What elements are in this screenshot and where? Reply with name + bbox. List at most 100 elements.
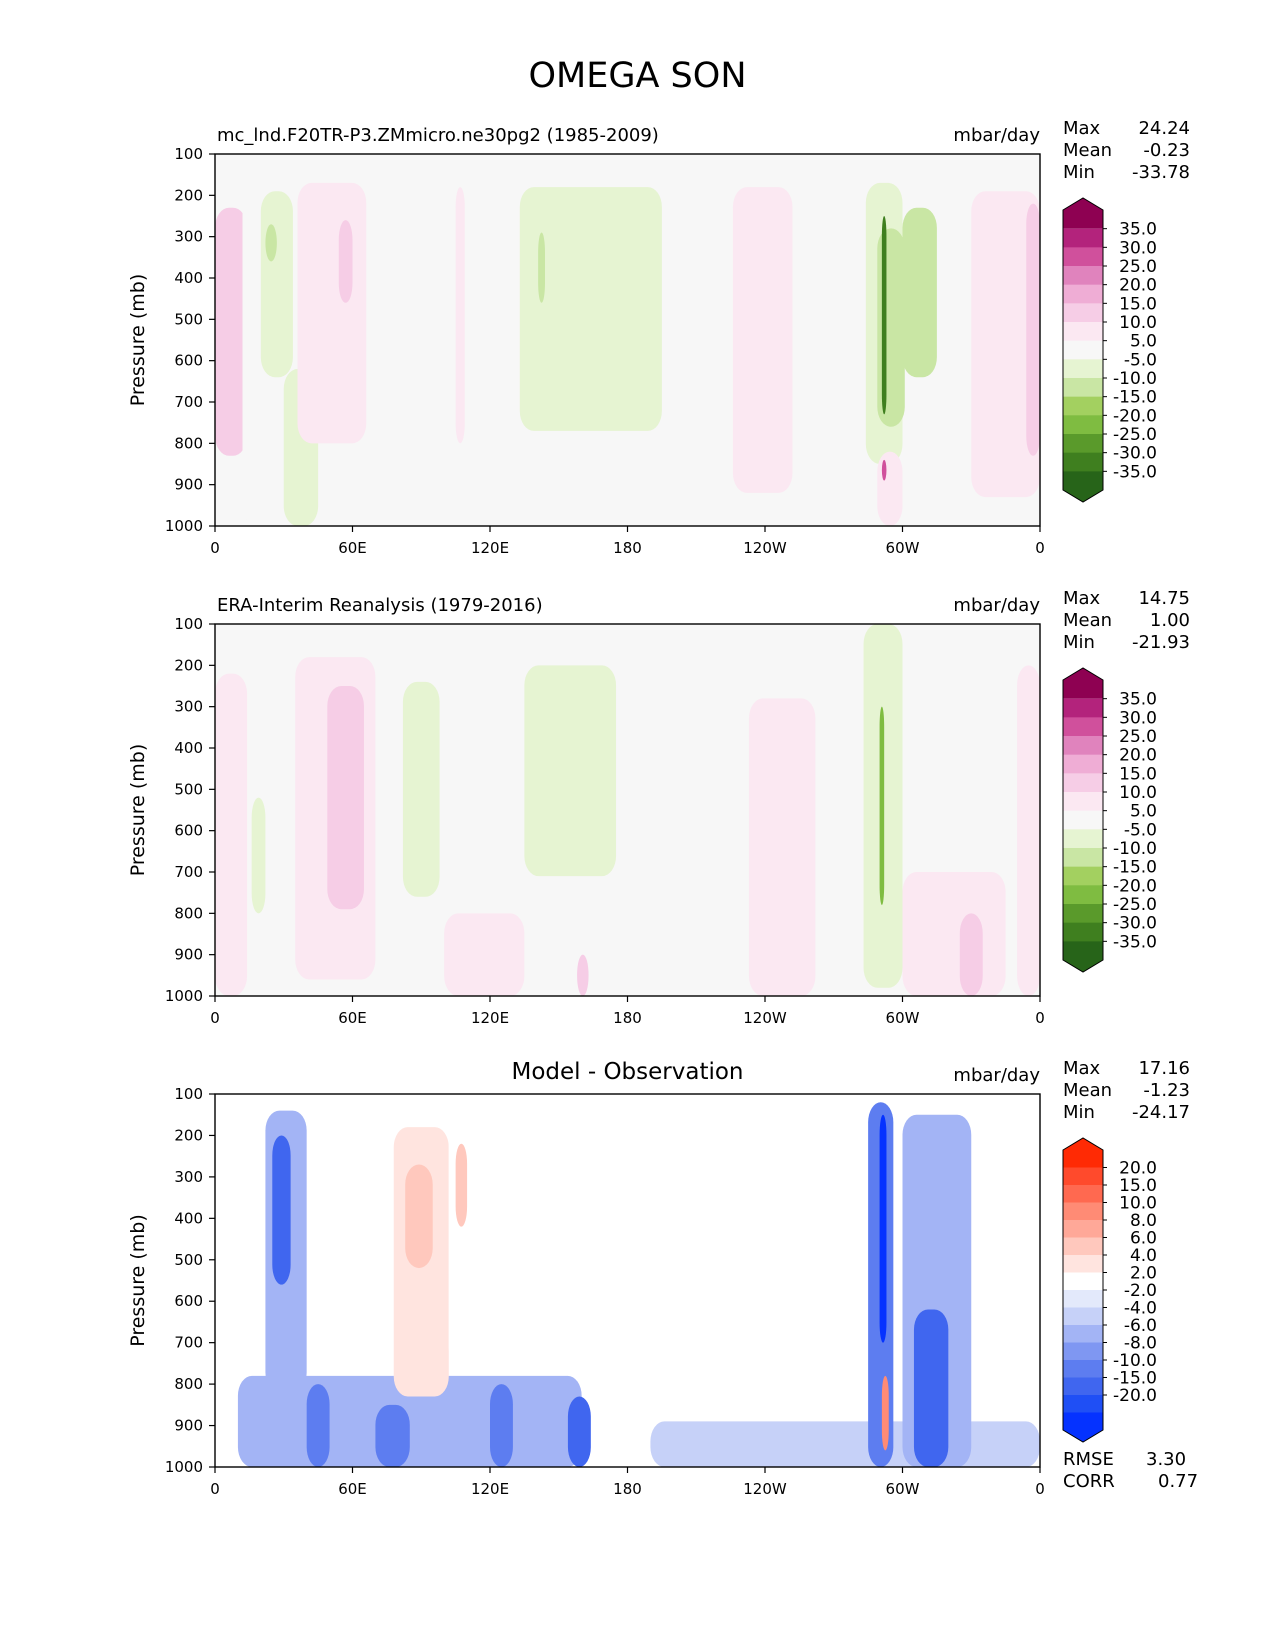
colorbar-segment [1063,1185,1103,1203]
x-tick-label: 180 [613,1480,642,1498]
y-axis-label: Pressure (mb) [127,274,149,407]
colorbar-extend-min [1063,1412,1103,1442]
contour-region [902,207,937,378]
colorbar-tick-label: -6.0 [1124,1316,1157,1336]
colorbar-segment [1063,266,1103,286]
stat-value: -1.23 [1143,1080,1190,1101]
y-tick-label: 100 [174,615,203,633]
contour-fill [215,1102,1040,1467]
y-tick-label: 900 [174,1417,203,1435]
colorbar-tick-label: 15.0 [1119,294,1157,314]
colorbar-extend-min [1063,471,1103,502]
x-tick-label: 60E [338,1480,367,1498]
colorbar-segment [1063,1290,1103,1308]
y-tick-label: 1000 [165,987,203,1005]
x-tick-label: 120W [743,1009,787,1027]
contour-fill [215,182,1040,526]
colorbar-tick-label: 25.0 [1119,257,1157,277]
colorbar-segment [1063,340,1103,360]
contour-region [1017,665,1040,996]
colorbar-tick-label: -30.0 [1113,444,1157,464]
colorbar-tick-label: -25.0 [1113,895,1157,915]
x-tick-label: 120E [471,1009,509,1027]
y-tick-label: 600 [174,1292,203,1310]
colorbar-segment [1063,773,1103,793]
panel-3 [209,1093,1107,1473]
x-tick-label: 0 [1035,1009,1045,1027]
contour-region [405,1164,433,1269]
colorbar-tick-label: -20.0 [1113,1386,1157,1406]
contour-region [881,1375,889,1451]
contour-region [719,1123,788,1376]
colorbar-tick-label: -25.0 [1113,425,1157,445]
colorbar [1062,667,1107,973]
colorbar-segment [1063,1167,1103,1186]
panel-title: ERA-Interim Reanalysis (1979-2016) [217,595,543,616]
figure-title: OMEGA SON [528,56,747,96]
colorbar-segment [1063,698,1103,718]
x-tick-label: 0 [210,1009,220,1027]
colorbar-tick-label: -5.0 [1124,820,1157,840]
stat-name: Min [1063,1102,1095,1123]
stat-name: Mean [1063,140,1112,161]
colorbar-tick-label: -20.0 [1113,876,1157,896]
colorbar-segment [1063,434,1103,454]
colorbar-segment [1063,885,1103,905]
y-tick-label: 1000 [165,517,203,535]
colorbar-segment [1063,378,1103,398]
stat-value: 17.16 [1138,1058,1190,1079]
contour-region [971,191,1040,498]
colorbar-segment [1063,1342,1103,1361]
colorbar-tick-label: 20.0 [1119,1159,1157,1179]
colorbar-segment [1063,736,1103,756]
colorbar-tick-label: -5.0 [1124,350,1157,370]
rmse-label: RMSE [1063,1449,1114,1470]
contour-region [959,913,983,996]
colorbar-segment [1063,228,1103,248]
colorbar-tick-label: 20.0 [1119,276,1157,296]
x-tick-label: 180 [613,1009,642,1027]
colorbar-tick-label: 6.0 [1130,1229,1157,1249]
colorbar-tick-label: 35.0 [1119,220,1157,240]
contour-region [215,207,248,456]
contour-region [455,187,465,444]
colorbar-tick-label: 35.0 [1119,690,1157,710]
contour-region [215,673,248,996]
contour-region [879,706,885,906]
colorbar [1062,197,1107,503]
stat-value: -24.17 [1132,1102,1190,1123]
y-tick-label: 400 [174,739,203,757]
contour-region [448,1118,497,1368]
colorbar-segment [1063,1202,1103,1221]
colorbar-tick-label: -15.0 [1113,1369,1157,1389]
stat-name: Mean [1063,1080,1112,1101]
colorbar-segment [1063,1307,1103,1326]
y-tick-label: 500 [174,780,203,798]
contour-region [338,220,353,303]
contour-region [272,1135,291,1285]
x-tick-label: 60E [338,1009,367,1027]
x-tick-label: 180 [613,539,642,557]
y-tick-label: 900 [174,946,203,964]
colorbar-tick-label: 4.0 [1130,1246,1157,1266]
colorbar-outline [1062,197,1104,503]
colorbar-tick-label: -35.0 [1113,932,1157,952]
y-tick-label: 200 [174,656,203,674]
contour-region [519,187,662,431]
contour-region [444,913,525,996]
y-tick-label: 700 [174,1334,203,1352]
corr-value: 0.77 [1158,1471,1199,1492]
colorbar-segment [1063,1255,1103,1273]
y-tick-label: 1000 [165,1458,203,1476]
contour-region [260,191,293,378]
colorbar-tick-label: 30.0 [1119,708,1157,728]
units-label: mbar/day [953,125,1040,146]
colorbar-segment [1063,1360,1103,1378]
x-tick-label: 0 [1035,539,1045,557]
colorbar-tick-label: -2.0 [1124,1281,1157,1301]
colorbar-extend-max [1063,668,1103,699]
contour-region [913,1309,949,1467]
colorbar [1062,1137,1107,1443]
y-tick-label: 400 [174,269,203,287]
